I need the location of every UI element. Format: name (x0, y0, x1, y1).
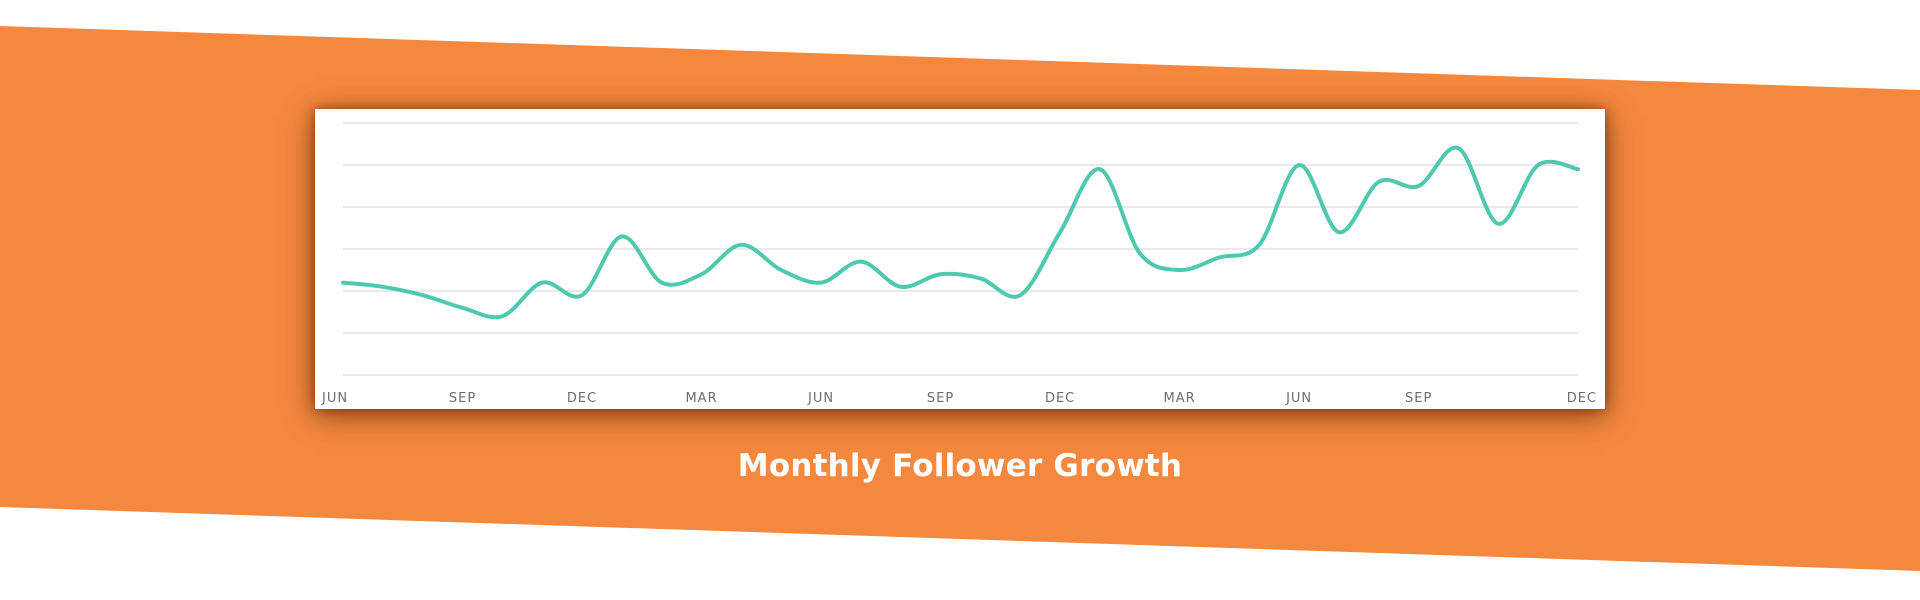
x-axis-tick-labels: JUN SEP DEC MAR JUN SEP DEC MAR JUN SEP DEC (321, 391, 1597, 406)
x-tick-label: DEC (1045, 391, 1075, 406)
x-tick-label: MAR (1164, 391, 1196, 406)
chart-caption: Monthly Follower Growth (737, 448, 1183, 484)
x-tick-label: JUN (807, 391, 834, 406)
x-tick-label: SEP (927, 391, 954, 406)
series-line-group (341, 145, 1580, 320)
x-tick-label: DEC (1567, 391, 1597, 406)
grid-lines (343, 122, 1578, 376)
line-chart: JUN SEP DEC MAR JUN SEP DEC MAR JUN SEP DEC (321, 122, 1597, 406)
x-tick-label: SEP (449, 391, 476, 406)
x-tick-label: SEP (1405, 391, 1432, 406)
series-line (341, 145, 1580, 320)
x-tick-label: JUN (321, 391, 348, 406)
x-tick-label: MAR (685, 391, 717, 406)
x-tick-label: DEC (567, 391, 597, 406)
chart-card: JUN SEP DEC MAR JUN SEP DEC MAR JUN SEP DEC (315, 109, 1605, 409)
x-tick-label: JUN (1285, 391, 1312, 406)
